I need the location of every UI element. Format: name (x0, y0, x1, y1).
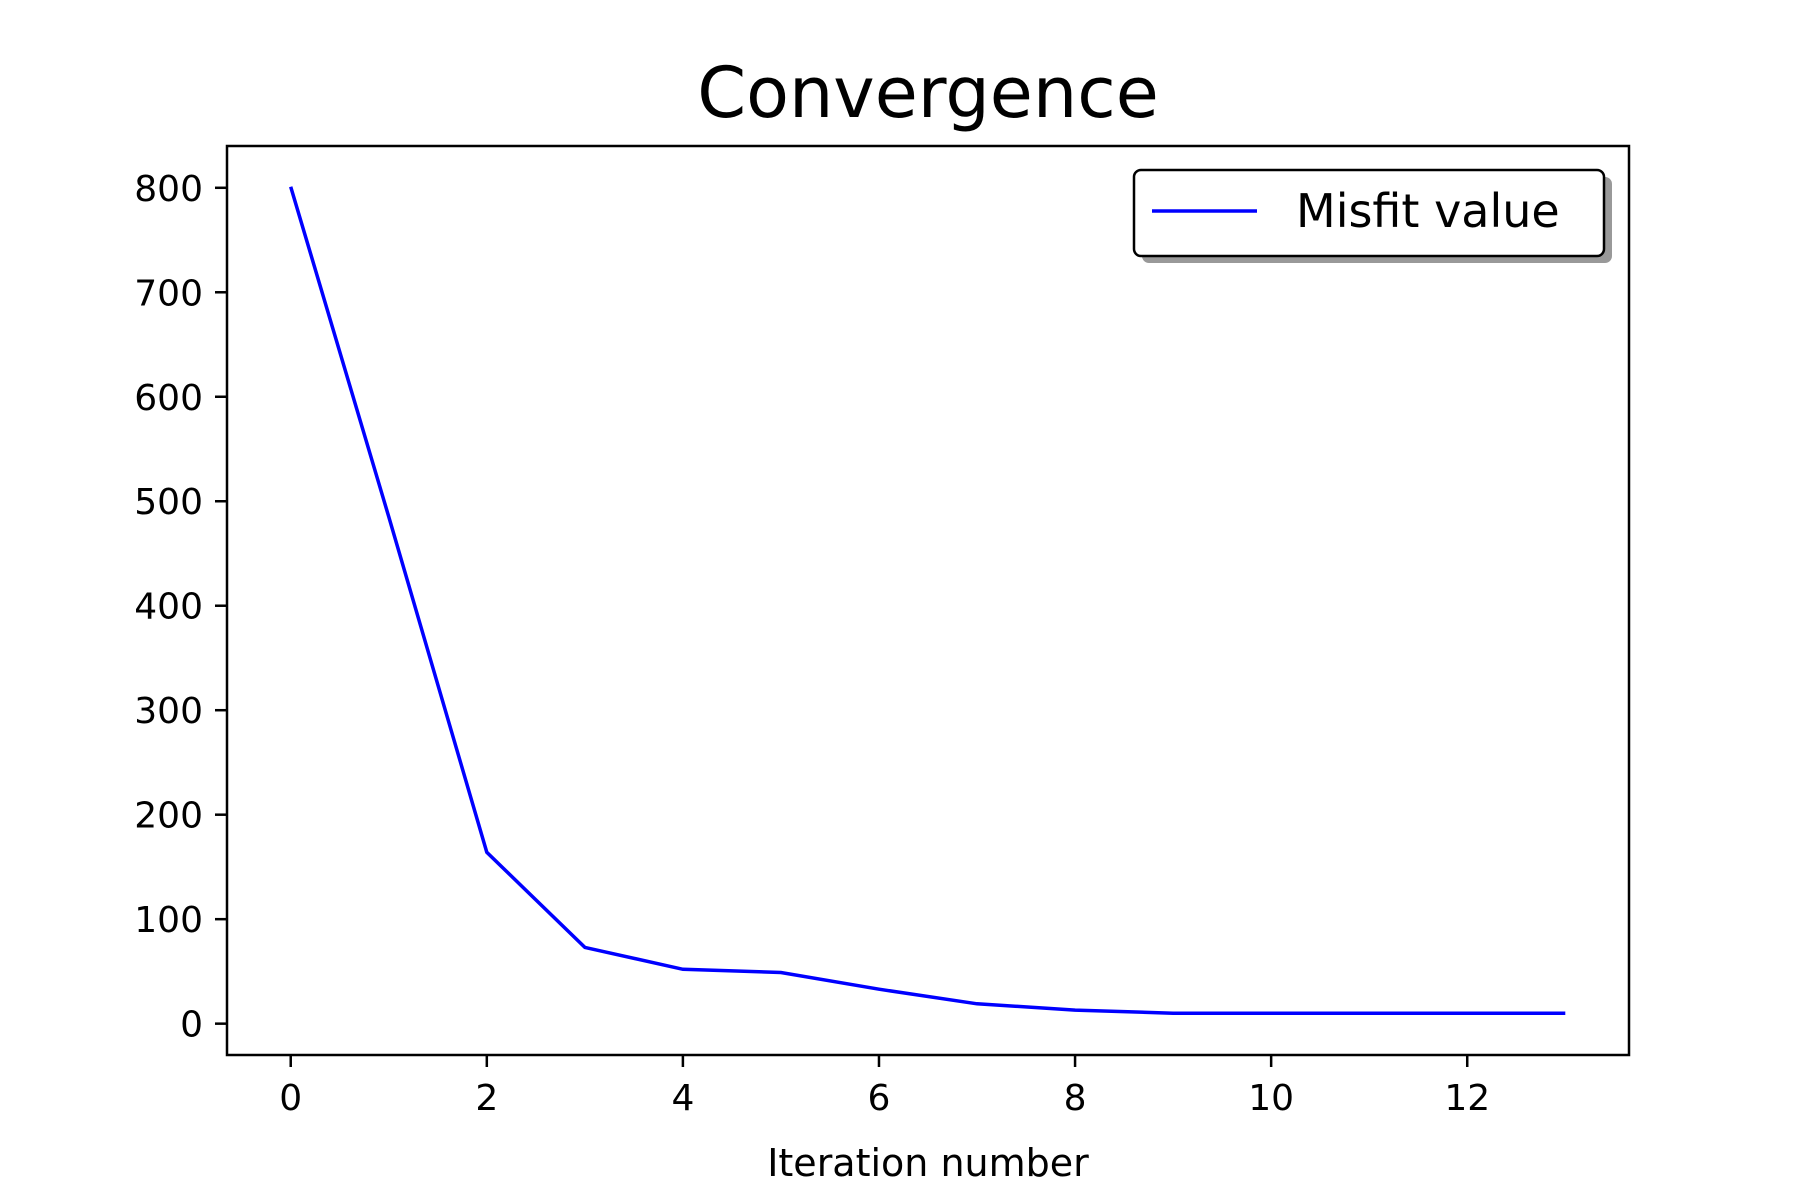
y-tick-label: 400 (134, 587, 203, 628)
legend: Misfit value (1132, 168, 1612, 263)
y-tick-label: 800 (134, 169, 203, 210)
y-tick-label: 0 (180, 1005, 203, 1046)
y-tick-label: 700 (134, 273, 203, 314)
x-tick-label: 0 (279, 1078, 302, 1119)
series-layer (289, 186, 1566, 1015)
x-tick-label: 4 (671, 1078, 694, 1119)
x-tick-label: 2 (475, 1078, 498, 1119)
y-tick-label: 500 (134, 482, 203, 523)
y-tick-label: 100 (134, 900, 203, 941)
x-tick-label: 6 (868, 1078, 891, 1119)
y-tick-label: 600 (134, 378, 203, 419)
legend-box (1132, 168, 1606, 258)
series-line-misfit-value (289, 186, 1566, 1015)
x-tick-label: 8 (1064, 1078, 1087, 1119)
x-tick-label: 12 (1444, 1078, 1490, 1119)
y-tick-label: 300 (134, 691, 203, 732)
legend-label-misfit-value: Misfit value (1296, 184, 1560, 238)
x-tick-label: 10 (1248, 1078, 1294, 1119)
chart-title: Convergence (697, 52, 1159, 134)
y-tick-label: 200 (134, 796, 203, 837)
x-axis-label: Iteration number (767, 1141, 1089, 1185)
y-axis: 0 100 200 300 400 500 600 700 800 (134, 169, 227, 1046)
plot-area-frame (225, 144, 1631, 1057)
x-axis: 0 2 4 6 8 10 12 (279, 1055, 1490, 1119)
